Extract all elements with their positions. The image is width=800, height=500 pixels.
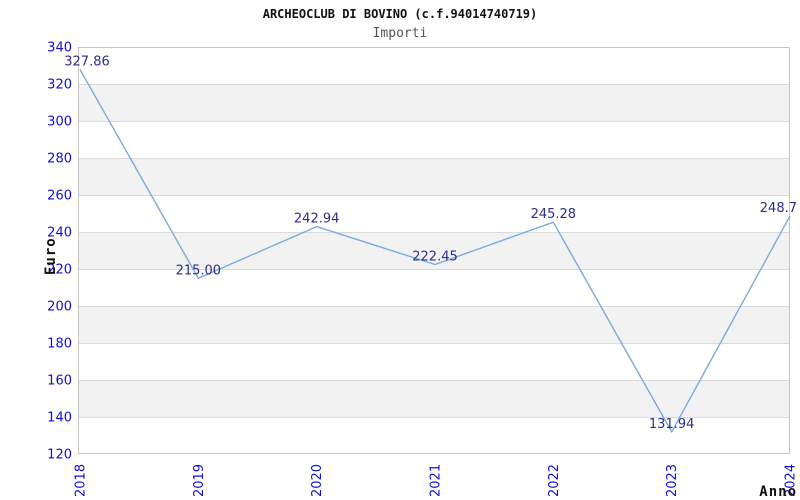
y-axis-tick-label: 140	[47, 411, 72, 426]
plot-band	[78, 84, 790, 121]
y-axis-tick-label: 120	[47, 448, 72, 463]
y-axis-title: Euro	[43, 237, 59, 275]
data-point-label: 327.86	[64, 54, 110, 69]
data-point-label: 131.94	[649, 417, 695, 432]
x-axis-tick-label: 2020	[310, 464, 325, 497]
y-axis-tick-label: 180	[47, 337, 72, 352]
y-axis-tick-label: 220	[47, 263, 72, 278]
data-point-label: 215.00	[176, 263, 222, 278]
plot-band	[78, 306, 790, 343]
y-axis-tick-label: 160	[47, 374, 72, 389]
plot-border	[78, 47, 790, 454]
data-point-label: 245.28	[531, 207, 577, 222]
x-axis-tick-label: 2022	[547, 464, 562, 497]
y-axis-tick-label: 260	[47, 189, 72, 204]
data-point-label: 242.94	[294, 212, 340, 227]
plot-band	[78, 232, 790, 269]
y-axis-tick-label: 280	[47, 152, 72, 167]
y-axis-tick-label: 340	[47, 41, 72, 56]
chart-subtitle: Importi	[372, 26, 428, 41]
data-point-label: 222.45	[412, 249, 458, 264]
data-line	[79, 69, 791, 433]
y-axis-tick-label: 320	[47, 78, 72, 93]
x-axis-tick-label: 2023	[665, 464, 680, 497]
plot-band	[78, 158, 790, 195]
y-axis-tick-label: 300	[47, 115, 72, 130]
x-axis-title: Anno	[759, 484, 797, 500]
data-point-label: 248.7	[760, 201, 797, 216]
y-axis-tick-label: 240	[47, 226, 72, 241]
chart-title: ARCHEOCLUB DI BOVINO (c.f.94014740719)	[262, 7, 538, 21]
plot-band	[78, 380, 790, 417]
x-axis-tick-label: 2021	[429, 464, 444, 497]
x-axis-tick-label: 2019	[192, 464, 207, 497]
x-axis-tick-label: 2024	[784, 464, 799, 497]
y-axis-tick-label: 200	[47, 300, 72, 315]
x-axis-tick-label: 2018	[74, 464, 89, 497]
